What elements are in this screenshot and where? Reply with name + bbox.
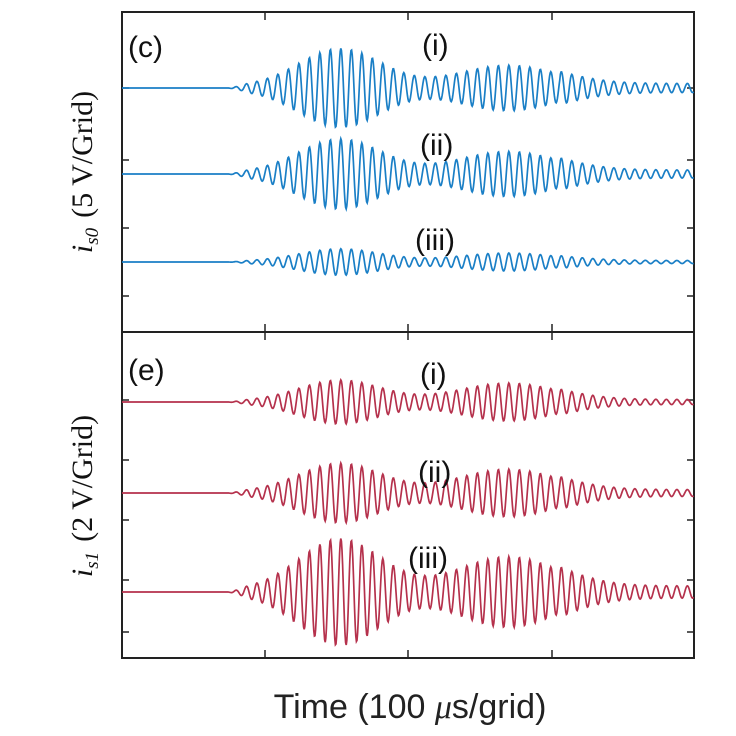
x-axis-label: Time (100 μs/grid) (274, 688, 547, 726)
panel-c-trace-2 (122, 135, 695, 212)
panel-c-trace-label-ii: (ii) (420, 129, 453, 162)
panel-c-trace-1 (122, 47, 695, 129)
panel-c-ylabel-scale: (5 V/Grid) (66, 91, 99, 218)
panel-c-ylabel: is0 (5 V/Grid) (66, 91, 103, 253)
panel-e-trace-label-iii: (iii) (408, 542, 448, 575)
panel-e-ylabel-sub: s1 (82, 552, 103, 569)
panel-c-trace-label-iii: (iii) (415, 224, 455, 257)
panel-c-label: (c) (128, 31, 163, 64)
panel-c-ylabel-sub: s0 (82, 227, 103, 244)
panel-c-trace-label-i: (i) (422, 29, 449, 62)
panel-e-label: (e) (128, 354, 165, 387)
panel-e-ylabel-scale: (2 V/Grid) (66, 415, 99, 542)
panel-e-trace-2 (122, 460, 695, 526)
x-axis-label-prefix: Time (100 (274, 688, 435, 726)
svg-text:is1(2 V/Grid): is1 (2 V/Grid) (66, 415, 103, 577)
panel-e-ylabel: is1 (2 V/Grid) (66, 415, 103, 577)
panel-e-trace-1 (122, 377, 695, 426)
x-axis-label-mu: μ (434, 689, 452, 726)
panel-c-ylabel-var: i (66, 245, 99, 253)
panel-e-traces (122, 377, 695, 647)
panel-c-trace-3 (122, 247, 694, 277)
panel-e-trace-label-ii: (ii) (418, 456, 451, 489)
panel-e-trace-3 (122, 537, 695, 647)
panel-c-traces (122, 47, 695, 277)
panel-e-ylabel-var: i (66, 569, 99, 577)
x-axis-label-suffix: s/grid) (452, 688, 546, 726)
panel-c-frame (121, 11, 695, 333)
panel-e-trace-label-i: (i) (420, 358, 447, 391)
svg-text:is0(5 V/Grid): is0 (5 V/Grid) (66, 91, 103, 253)
